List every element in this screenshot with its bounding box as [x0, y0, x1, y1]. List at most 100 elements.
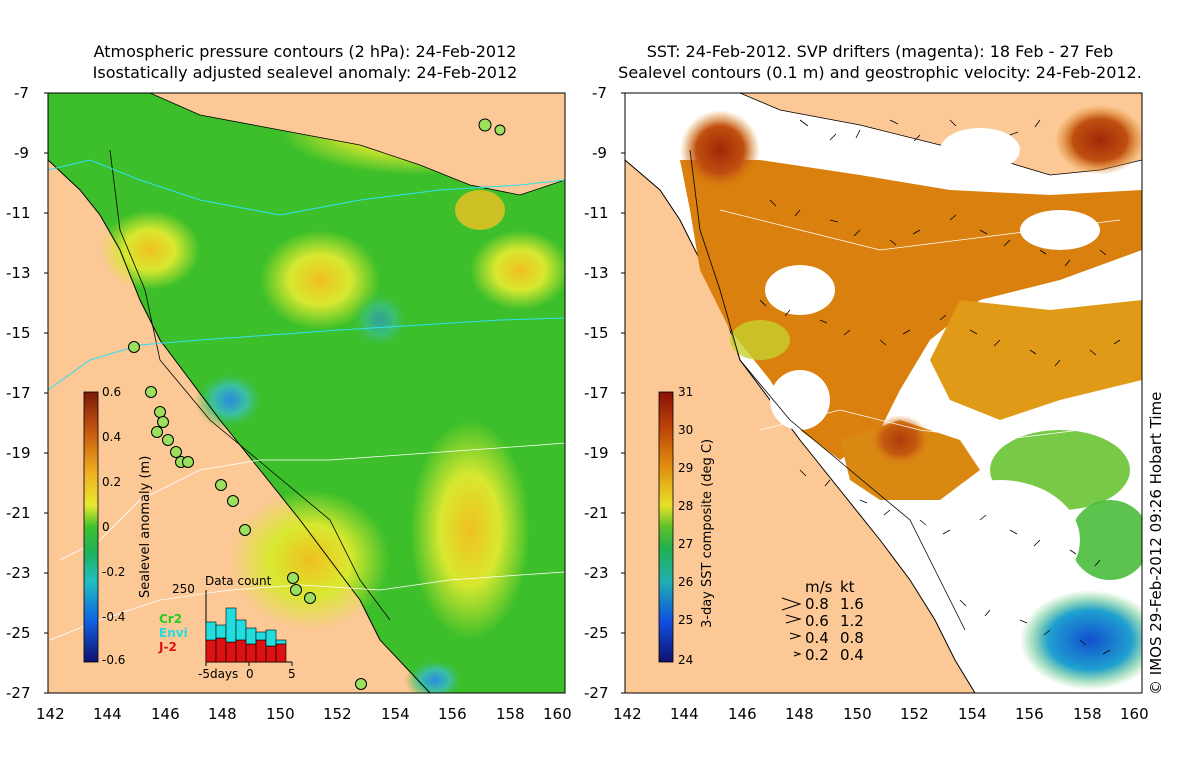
- lat-label: -9: [592, 144, 607, 162]
- lon-label: 158: [496, 705, 525, 723]
- right-reef-line: [689, 149, 966, 631]
- colorbar-tick: -0.2: [102, 565, 126, 579]
- lat-label: -11: [6, 204, 31, 222]
- left-island-1: [478, 118, 492, 132]
- left-pressure-contour-1: [48, 317, 565, 391]
- velocity-legend-kt-header: kt: [840, 578, 855, 596]
- right-cloud-4: [920, 480, 1080, 600]
- right-sst-yellow-1: [730, 320, 790, 360]
- left-island-2: [494, 124, 506, 136]
- right-cloud-5: [770, 370, 830, 430]
- left-png-coast: [48, 93, 565, 196]
- velocity-legend-ms: 0.4: [805, 629, 829, 647]
- velocity-legend-kt: 1.2: [840, 612, 864, 630]
- left-reef-line: [109, 149, 391, 621]
- colorbar-tick: 31: [678, 385, 694, 399]
- left-colorbar: [83, 391, 99, 663]
- lon-label: 154: [958, 705, 987, 723]
- lat-label: -21: [6, 504, 31, 522]
- lat-label: -13: [584, 264, 609, 282]
- left-anomaly-yellow-east: [470, 230, 565, 310]
- lon-label: 144: [93, 705, 122, 723]
- legend-envi: Envi: [159, 626, 188, 640]
- legend-j2: J-2: [159, 640, 177, 654]
- lon-label: 148: [208, 705, 237, 723]
- left-anomaly-low-3: [405, 658, 465, 693]
- lon-label: 142: [36, 705, 65, 723]
- right-velocity-arrows: [759, 119, 1121, 655]
- left-white-contour-2: [49, 571, 565, 641]
- legend-cr2: Cr2: [159, 612, 183, 626]
- right-map: [625, 93, 1142, 693]
- lon-label: 154: [381, 705, 410, 723]
- colorbar-tick: 0.4: [102, 430, 122, 444]
- lat-label: -21: [584, 504, 609, 522]
- lat-label: -11: [584, 204, 609, 222]
- right-sst-hot-2: [1055, 105, 1142, 175]
- inset-title: Data count: [205, 574, 272, 588]
- colorbar-tick: 30: [678, 423, 694, 437]
- lon-label: 148: [785, 705, 814, 723]
- lat-label: -17: [584, 384, 609, 402]
- lon-label: 150: [266, 705, 295, 723]
- lon-label: 152: [323, 705, 352, 723]
- lat-label: -23: [584, 564, 609, 582]
- left-title-line1: Atmospheric pressure contours (2 hPa): 2…: [93, 42, 517, 61]
- velocity-legend-ms: 0.2: [805, 646, 829, 664]
- lon-label: 156: [438, 705, 467, 723]
- colorbar-tick: -0.6: [102, 653, 126, 667]
- lon-label: 142: [613, 705, 642, 723]
- lat-label: -27: [6, 684, 31, 702]
- left-anomaly-orange-spot: [455, 190, 505, 230]
- lat-label: -13: [6, 264, 31, 282]
- velocity-legend-kt: 0.8: [840, 629, 864, 647]
- left-coastline: [48, 159, 431, 693]
- lat-label: -23: [6, 564, 31, 582]
- left-map: [48, 93, 565, 693]
- right-title-line1: SST: 24-Feb-2012. SVP drifters (magenta)…: [646, 42, 1114, 61]
- lon-label: 156: [1015, 705, 1044, 723]
- velocity-legend-arrows: [781, 597, 802, 657]
- colorbar-tick: 25: [678, 613, 694, 627]
- right-title-line2: Sealevel contours (0.1 m) and geostrophi…: [618, 63, 1142, 82]
- velocity-legend-kt: 0.4: [840, 646, 864, 664]
- left-anomaly-yellow-west: [100, 210, 200, 290]
- right-sst-cold: [1020, 590, 1142, 690]
- lat-label: -7: [14, 84, 29, 102]
- inset-xlabel: -5days: [198, 667, 239, 681]
- right-cloud-3: [940, 128, 1020, 172]
- lon-label: 160: [1120, 705, 1149, 723]
- left-white-contour-1: [59, 442, 565, 561]
- right-colorbar: [658, 391, 674, 663]
- lat-label: -9: [14, 144, 29, 162]
- lat-label: -15: [6, 324, 31, 342]
- data-count-histogram: [205, 590, 293, 666]
- colorbar-tick: 27: [678, 537, 694, 551]
- left-colorbar-label: Sealevel anomaly (m): [138, 455, 153, 598]
- colorbar-tick: 24: [678, 653, 694, 667]
- colorbar-tick: 29: [678, 461, 694, 475]
- colorbar-tick: 0.2: [102, 475, 122, 489]
- velocity-legend-ms: 0.6: [805, 612, 829, 630]
- right-sealevel-contour-1: [719, 209, 1121, 251]
- colorbar-tick: 26: [678, 575, 694, 589]
- lat-label: -17: [6, 384, 31, 402]
- lat-label: -15: [584, 324, 609, 342]
- lat-label: -19: [6, 444, 31, 462]
- inset-xzero: 0: [246, 667, 254, 681]
- velocity-legend-kt: 1.6: [840, 595, 864, 613]
- lon-label: 152: [900, 705, 929, 723]
- left-anomaly-yellow-sw: [230, 490, 390, 630]
- lon-label: 150: [843, 705, 872, 723]
- right-colorbar-label: 3-day SST composite (deg C): [700, 438, 715, 628]
- velocity-legend-ms-header: m/s: [805, 578, 833, 596]
- tick-marks: [44, 92, 625, 694]
- left-gauge-markers: [128, 341, 367, 690]
- right-sealevel-contour-2: [759, 409, 1142, 441]
- right-sst-hot-3: [870, 415, 930, 465]
- lat-label: -27: [584, 684, 609, 702]
- inset-xend: 5: [288, 667, 296, 681]
- left-anomaly-low-1: [195, 370, 265, 430]
- left-anomaly-low-2: [350, 290, 410, 350]
